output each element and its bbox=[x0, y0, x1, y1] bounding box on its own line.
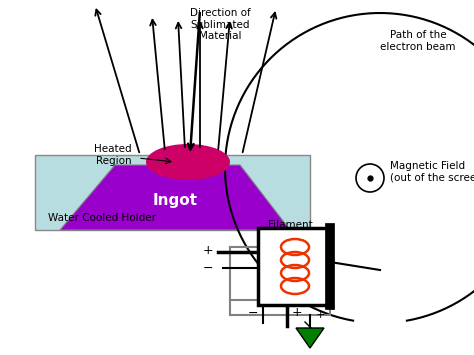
Polygon shape bbox=[296, 328, 324, 348]
Polygon shape bbox=[60, 165, 290, 230]
Text: −: − bbox=[247, 306, 258, 320]
Text: Magnetic Field
(out of the screen): Magnetic Field (out of the screen) bbox=[390, 161, 474, 183]
Text: Direction of
Sublimated
Material: Direction of Sublimated Material bbox=[190, 8, 250, 41]
Text: Path of the
electron beam: Path of the electron beam bbox=[380, 30, 456, 51]
Text: Water Cooled Holder: Water Cooled Holder bbox=[48, 213, 156, 223]
Text: +: + bbox=[316, 310, 325, 320]
Text: +: + bbox=[292, 306, 302, 320]
Bar bbox=[35, 155, 310, 230]
Circle shape bbox=[356, 164, 384, 192]
Ellipse shape bbox=[146, 144, 230, 180]
Text: Filament: Filament bbox=[268, 220, 312, 230]
Text: Heated
Region: Heated Region bbox=[94, 144, 132, 166]
Bar bbox=[258, 228, 330, 305]
Text: −: − bbox=[202, 262, 213, 274]
Text: +: + bbox=[202, 244, 213, 257]
Text: Ingot: Ingot bbox=[153, 192, 198, 208]
